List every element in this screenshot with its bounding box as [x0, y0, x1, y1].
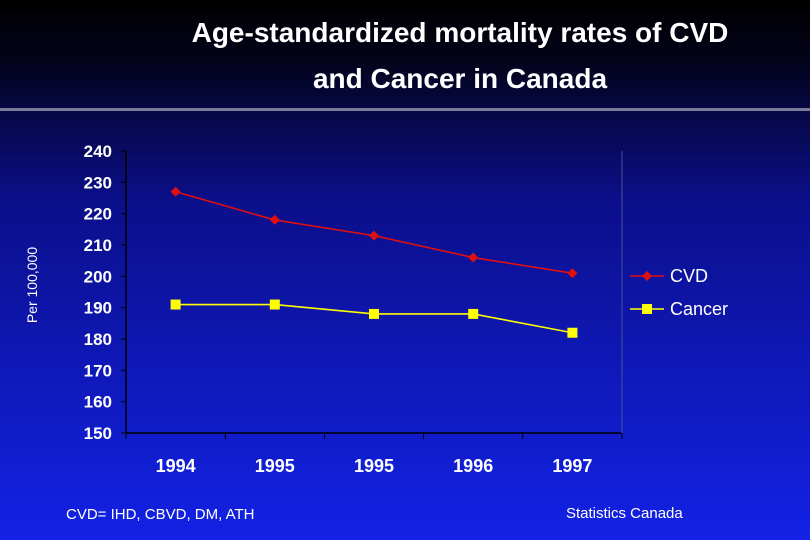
title-line-1: Age-standardized mortality rates of CVD: [191, 17, 729, 48]
data-point-cvd: [369, 230, 379, 241]
legend-label-cvd: CVD: [670, 266, 708, 286]
y-tick-label: 240: [84, 142, 112, 161]
data-point-cancer: [369, 308, 379, 319]
y-tick-label: 170: [84, 361, 112, 380]
data-point-cvd: [567, 268, 578, 279]
data-point-cancer: [468, 308, 479, 319]
data-point-cancer: [170, 299, 181, 310]
slide-title: Age-standardized mortality rates of CVD …: [100, 10, 810, 102]
data-point-cvd: [468, 252, 479, 263]
x-tick-label: 1997: [552, 456, 592, 476]
legend-marker-cancer: [642, 304, 652, 314]
y-tick-label: 220: [84, 205, 112, 224]
y-tick-label: 200: [84, 267, 112, 286]
y-tick-label: 160: [84, 393, 112, 412]
y-tick-label: 150: [84, 424, 112, 443]
title-divider: [0, 108, 810, 111]
footnote-definition: CVD= IHD, CBVD, DM, ATH: [66, 506, 255, 523]
y-tick-label: 210: [84, 236, 112, 255]
data-point-cvd: [170, 186, 181, 197]
data-point-cvd: [269, 214, 280, 225]
title-line-2: and Cancer in Canada: [312, 63, 608, 94]
legend-label-cancer: Cancer: [670, 299, 728, 319]
y-tick-label: 230: [84, 173, 112, 192]
x-tick-label: 1996: [453, 456, 493, 476]
x-tick-label: 1994: [156, 456, 196, 476]
legend-marker-cvd: [642, 271, 652, 281]
x-tick-label: 1995: [255, 456, 295, 476]
y-tick-label: 190: [84, 299, 112, 318]
footnote-source: Statistics Canada: [566, 505, 683, 522]
chart-legend: CVD Cancer: [630, 266, 728, 319]
y-tick-label: 180: [84, 330, 112, 349]
data-point-cancer: [567, 327, 578, 338]
x-tick-label: 1995: [354, 456, 394, 476]
data-point-cancer: [269, 299, 280, 310]
